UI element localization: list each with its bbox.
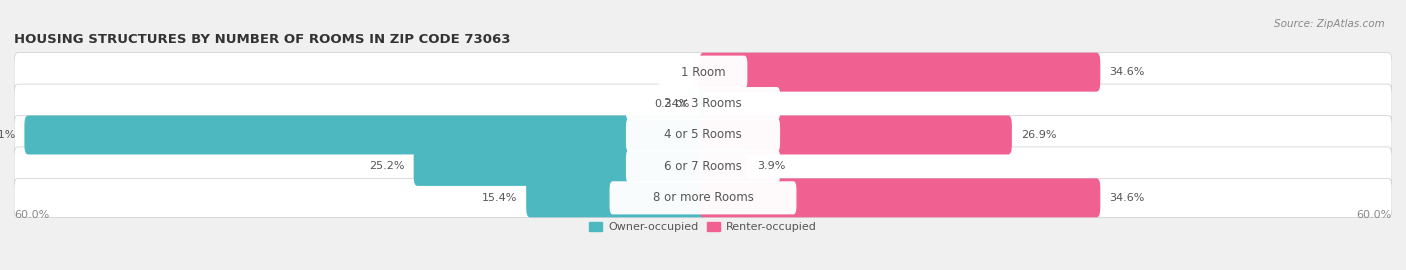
FancyBboxPatch shape [699, 53, 1101, 92]
FancyBboxPatch shape [413, 147, 707, 186]
FancyBboxPatch shape [526, 178, 707, 217]
Text: HOUSING STRUCTURES BY NUMBER OF ROOMS IN ZIP CODE 73063: HOUSING STRUCTURES BY NUMBER OF ROOMS IN… [14, 33, 510, 46]
FancyBboxPatch shape [14, 116, 1392, 154]
FancyBboxPatch shape [610, 181, 796, 214]
FancyBboxPatch shape [658, 56, 748, 89]
Text: 60.0%: 60.0% [14, 210, 49, 221]
FancyBboxPatch shape [699, 116, 1012, 154]
Text: 15.4%: 15.4% [482, 193, 517, 203]
FancyBboxPatch shape [14, 84, 1392, 123]
FancyBboxPatch shape [14, 178, 1392, 217]
Text: 1 Room: 1 Room [681, 66, 725, 79]
Text: 34.6%: 34.6% [1109, 67, 1144, 77]
FancyBboxPatch shape [24, 116, 707, 154]
Text: 3.9%: 3.9% [756, 161, 786, 171]
Text: 0.34%: 0.34% [655, 99, 690, 109]
Text: 2 or 3 Rooms: 2 or 3 Rooms [664, 97, 742, 110]
FancyBboxPatch shape [14, 53, 1392, 92]
FancyBboxPatch shape [626, 119, 780, 151]
FancyBboxPatch shape [14, 147, 1392, 186]
Text: 26.9%: 26.9% [1021, 130, 1056, 140]
FancyBboxPatch shape [699, 89, 704, 119]
Text: 8 or more Rooms: 8 or more Rooms [652, 191, 754, 204]
Text: 34.6%: 34.6% [1109, 193, 1144, 203]
Text: 4 or 5 Rooms: 4 or 5 Rooms [664, 129, 742, 141]
Text: 25.2%: 25.2% [368, 161, 405, 171]
FancyBboxPatch shape [626, 150, 780, 183]
Text: 60.0%: 60.0% [1357, 210, 1392, 221]
FancyBboxPatch shape [626, 87, 780, 120]
Legend: Owner-occupied, Renter-occupied: Owner-occupied, Renter-occupied [585, 217, 821, 237]
FancyBboxPatch shape [699, 178, 1101, 217]
FancyBboxPatch shape [699, 147, 748, 186]
Text: 6 or 7 Rooms: 6 or 7 Rooms [664, 160, 742, 173]
Text: Source: ZipAtlas.com: Source: ZipAtlas.com [1274, 19, 1385, 29]
Text: 59.1%: 59.1% [0, 130, 15, 140]
